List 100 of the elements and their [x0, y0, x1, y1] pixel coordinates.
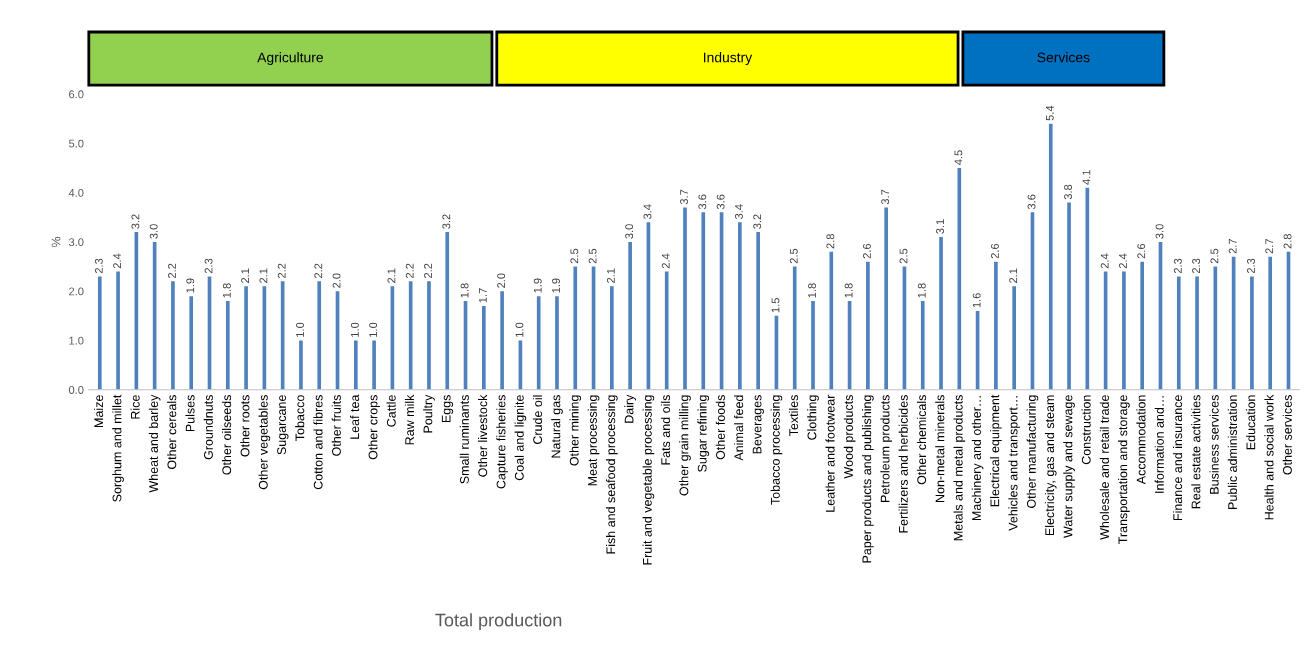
x-tick-label: Other mining: [569, 395, 582, 466]
x-tick-label: Electricity, gas and steam: [1044, 395, 1057, 536]
text: Industry: [704, 52, 753, 66]
bar: [610, 286, 614, 390]
bar: [920, 301, 925, 390]
data-label: 3.2: [753, 214, 762, 229]
x-tick-label: Other vegetables: [258, 395, 271, 490]
data-label: 2.8: [1283, 234, 1292, 249]
x-tick-label: Tobacco: [295, 395, 305, 441]
x-tick-label: Leather and footwear: [825, 394, 835, 512]
x-tick-label: Other fruits: [331, 395, 341, 456]
data-label: 2.0: [332, 273, 341, 288]
bar: [829, 251, 834, 390]
x-tick-label: Fruit and vegetable processing: [642, 395, 655, 565]
data-label: 2.1: [387, 268, 396, 283]
bar: [555, 296, 559, 390]
data-label: 2.6: [991, 243, 999, 259]
data-label: 3.7: [881, 189, 890, 205]
x-tick-label: Leaf tea: [350, 394, 360, 439]
data-label: 1.0: [515, 322, 524, 337]
x-tick-label: Textiles: [788, 395, 799, 437]
data-label: 2.1: [259, 268, 268, 283]
y-tick-label: 3.0: [68, 238, 84, 247]
x-tick-label: Cattle: [386, 395, 396, 427]
bar: [408, 281, 413, 390]
x-tick-label: Construction: [1081, 395, 1091, 465]
data-label: 2.3: [1173, 258, 1182, 274]
data-label: 1.0: [296, 322, 304, 337]
data-label: 2.6: [1137, 243, 1146, 259]
data-label: 3.0: [625, 224, 634, 239]
data-label: 3.7: [680, 189, 688, 205]
data-label: 1.6: [972, 293, 981, 308]
bar: [683, 207, 687, 390]
x-tick-label: Public administration: [1227, 395, 1237, 509]
x-tick-label: Capture fisheries: [496, 395, 508, 489]
x-tick-label: Real estate activities: [1191, 395, 1201, 509]
data-label: 2.7: [1265, 239, 1274, 254]
x-tick-label: Other oilseeds: [221, 395, 232, 475]
data-label: 3.0: [1155, 224, 1164, 239]
x-tick-label: Other chemicals: [916, 395, 927, 485]
bar: [1012, 286, 1017, 390]
x-tick-label: Vehicles and transport…: [1008, 396, 1020, 531]
data-label: 1.0: [350, 322, 359, 337]
x-tick-label: Maize: [93, 395, 104, 427]
bar: [792, 266, 797, 390]
bar: [738, 222, 742, 390]
x-tick-label: Water supply and sewage: [1063, 395, 1075, 538]
x-tick-label: Education: [1246, 395, 1256, 450]
x-tick-label: Paper products and publishing: [862, 395, 874, 563]
data-label: 3.6: [1027, 194, 1036, 210]
data-label: 3.4: [734, 204, 743, 220]
x-tick-label: Other grain milling: [679, 395, 691, 496]
y-tick-label: 1.0: [69, 336, 84, 345]
data-label: 2.3: [1247, 258, 1255, 274]
x-tick-label: Small ruminants: [459, 395, 469, 484]
x-tick-label: Coal and lignite: [514, 395, 527, 481]
bar: [225, 301, 230, 390]
data-label: 3.8: [1064, 184, 1073, 200]
x-tick-label: Business services: [1209, 395, 1219, 494]
x-tick-label: Crude oil: [532, 395, 543, 445]
x-tick-label: Animal feed: [734, 395, 744, 461]
data-label: 1.8: [460, 283, 469, 298]
x-tick-label: Petroleum products: [880, 395, 892, 502]
data-label: 2.5: [588, 248, 597, 264]
x-tick-label: Other services: [1282, 395, 1292, 475]
data-label: 2.5: [1210, 248, 1219, 264]
data-label: 2.5: [899, 248, 908, 264]
x-tick-label: Cotton and fibres: [313, 395, 323, 490]
x-tick-label: Non-metal minerals: [935, 395, 945, 502]
bar: [116, 271, 120, 390]
x-tick-label: Groundnuts: [203, 395, 213, 460]
x-tick-label: Clothing: [807, 395, 819, 440]
x-tick-label: Wood products: [843, 395, 856, 479]
bar: [573, 266, 578, 390]
bar: [536, 296, 541, 390]
data-label: 3.2: [442, 214, 451, 229]
x-tick-label: Other manufacturing: [1026, 395, 1039, 508]
x-tick-label: Pulses: [185, 395, 195, 432]
bar: [1195, 276, 1199, 390]
data-label: 2.2: [405, 263, 414, 279]
y-tick-label: 2.0: [69, 287, 84, 296]
bar: [317, 281, 322, 390]
bar: [957, 168, 962, 390]
x-tick-label: Wheat and barley: [148, 394, 161, 493]
data-label: 1.8: [917, 283, 926, 298]
data-label: 1.0: [369, 322, 378, 337]
x-tick-label: Health and social work: [1264, 394, 1274, 520]
data-label: 1.5: [771, 298, 780, 313]
data-label: 3.0: [149, 224, 158, 239]
bar: [939, 236, 943, 390]
x-tick-label: Sorghum and millet: [112, 394, 124, 502]
bar: [756, 232, 760, 390]
bar: [97, 276, 102, 390]
data-label: 2.3: [204, 258, 213, 274]
data-label: 2.6: [862, 243, 871, 259]
data-label: 2.4: [1100, 253, 1109, 269]
x-tick-label: Poultry: [423, 394, 435, 433]
bar: [1268, 256, 1273, 390]
data-label: 3.6: [716, 194, 725, 210]
bar: [189, 296, 194, 390]
